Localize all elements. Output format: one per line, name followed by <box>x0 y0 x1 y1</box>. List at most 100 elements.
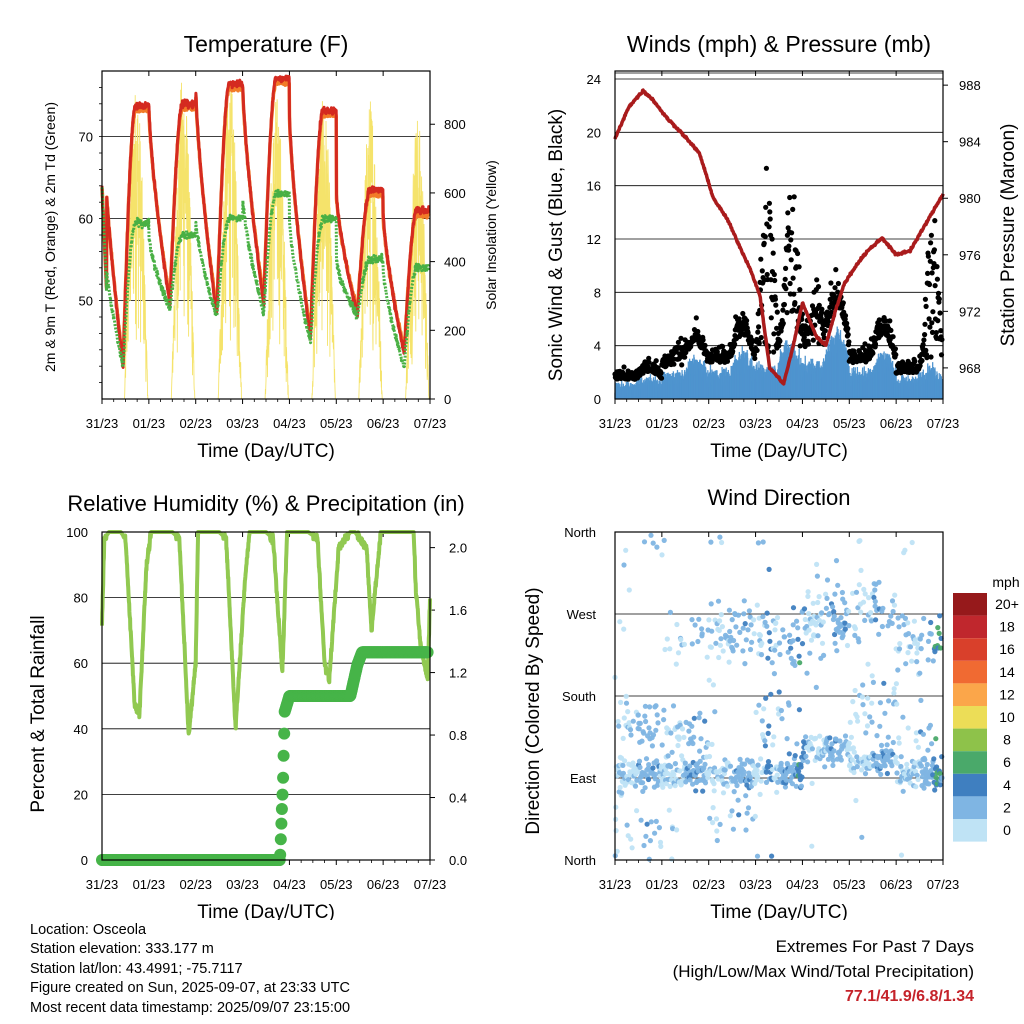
direction-point <box>763 779 770 786</box>
direction-point <box>912 637 918 643</box>
x-tick-label: 05/23 <box>320 877 353 892</box>
precip-point <box>275 817 288 830</box>
direction-point <box>930 658 936 664</box>
direction-point <box>743 793 749 799</box>
direction-point <box>656 825 663 831</box>
direction-point <box>784 736 790 742</box>
direction-point <box>860 682 866 688</box>
direction-point <box>774 772 780 778</box>
direction-point <box>636 726 642 732</box>
direction-point <box>741 611 747 617</box>
series-2m-temperature <box>100 74 431 369</box>
y-tick-label: 70 <box>79 130 93 145</box>
direction-point <box>642 785 648 791</box>
x-tick-label: 05/23 <box>833 877 866 892</box>
direction-point <box>762 619 768 626</box>
gust-point <box>933 330 939 336</box>
direction-point <box>641 730 647 736</box>
direction-point <box>798 783 805 789</box>
y2-tick-label: 2.0 <box>449 541 467 556</box>
legend-swatch <box>953 819 987 842</box>
gust-point <box>926 316 932 322</box>
direction-point <box>675 650 682 656</box>
gust-point <box>763 204 769 210</box>
direction-point <box>642 713 648 719</box>
direction-point <box>613 828 619 834</box>
x-tick-label: 04/23 <box>273 416 306 431</box>
direction-point <box>772 647 778 653</box>
y-tick-label: 20 <box>587 125 601 140</box>
direction-point <box>914 650 920 656</box>
y-tick-label: North <box>564 853 596 868</box>
direction-point <box>622 758 628 764</box>
gust-point <box>930 309 936 315</box>
plot-border <box>614 70 944 400</box>
direction-point <box>727 628 733 635</box>
x-tick-label: 31/23 <box>599 416 632 431</box>
series-total-precipitation <box>96 646 434 866</box>
y2-tick-label: 0.4 <box>449 791 467 806</box>
direction-point <box>862 771 869 777</box>
direction-point <box>920 731 927 737</box>
legend-label: 2 <box>1003 799 1011 815</box>
gust-point <box>783 265 789 271</box>
gust-point <box>720 343 726 350</box>
direction-point <box>824 577 831 583</box>
direction-point <box>720 648 726 654</box>
gust-point <box>763 165 770 171</box>
direction-point <box>905 631 912 637</box>
legend-label: 8 <box>1003 732 1011 748</box>
direction-point <box>638 817 644 823</box>
gust-point <box>782 276 788 282</box>
direction-point <box>737 629 743 636</box>
direction-point <box>936 630 942 637</box>
direction-point <box>699 631 705 637</box>
direction-point <box>716 654 722 661</box>
direction-point <box>853 797 859 804</box>
gust-point <box>917 363 923 369</box>
direction-point <box>837 629 843 635</box>
direction-point <box>643 833 649 839</box>
direction-point <box>623 700 630 706</box>
direction-point <box>650 540 656 546</box>
direction-point <box>796 653 802 659</box>
direction-point <box>770 742 776 748</box>
direction-point <box>755 774 761 780</box>
direction-point <box>891 602 898 608</box>
gust-point <box>755 329 761 335</box>
direction-point <box>876 631 882 637</box>
gust-point <box>938 328 944 334</box>
direction-point <box>769 853 775 859</box>
direction-point <box>730 648 736 654</box>
gust-point <box>816 302 822 308</box>
direction-point <box>660 784 666 790</box>
precip-point <box>274 833 287 846</box>
direction-point <box>852 632 858 639</box>
direction-point <box>737 756 743 763</box>
direction-point <box>682 760 688 766</box>
direction-point <box>786 751 792 757</box>
gust-point <box>935 318 941 324</box>
direction-point <box>790 638 796 644</box>
direction-point <box>699 626 705 632</box>
direction-point <box>870 679 877 686</box>
y2-tick-label: 400 <box>444 255 466 270</box>
direction-point <box>734 642 740 648</box>
direction-point <box>746 608 753 614</box>
direction-point <box>620 770 627 776</box>
plot-border <box>614 531 944 861</box>
gust-point <box>752 355 758 361</box>
direction-point <box>700 788 706 794</box>
gust-point <box>754 347 760 353</box>
gust-point <box>756 324 762 330</box>
y-tick-label: 20 <box>74 787 88 802</box>
direction-point <box>813 622 819 628</box>
elevation-text: Station elevation: 333.177 m <box>30 941 214 958</box>
gust-point <box>922 296 929 302</box>
direction-point <box>851 749 857 755</box>
direction-point <box>667 609 674 616</box>
direction-point <box>690 781 696 787</box>
direction-point <box>821 652 827 659</box>
direction-point <box>921 615 927 622</box>
direction-point <box>815 599 821 606</box>
